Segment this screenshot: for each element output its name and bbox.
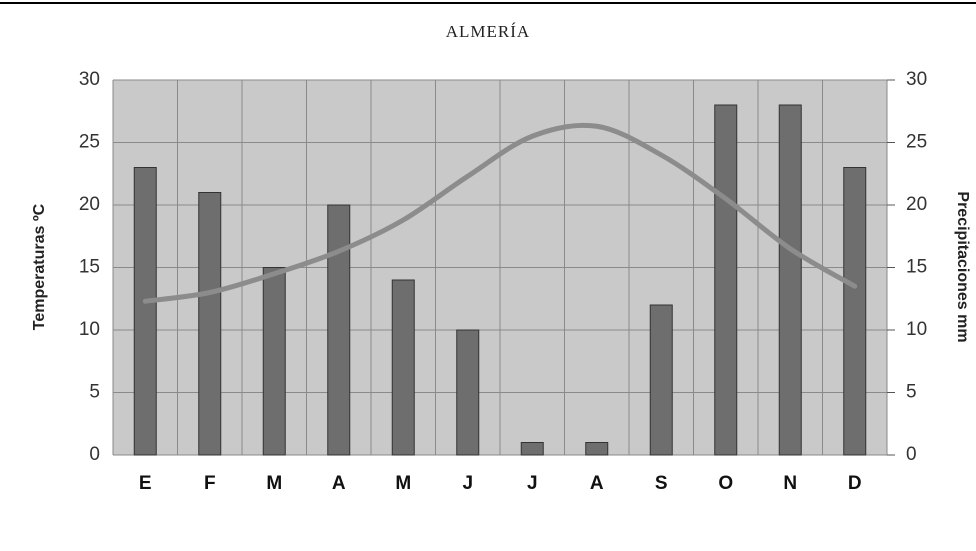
bar xyxy=(778,104,802,456)
y2-tick-label: 25 xyxy=(906,132,927,153)
x-tick-label: D xyxy=(848,473,862,494)
x-tick-label: E xyxy=(139,473,152,494)
bar xyxy=(585,442,609,456)
y2-tick-label: 10 xyxy=(906,319,927,340)
x-tick-label: A xyxy=(332,473,346,494)
bar xyxy=(843,167,867,456)
x-tick-label: J xyxy=(462,473,473,494)
bar xyxy=(133,167,157,456)
y-tick-label: 25 xyxy=(79,132,100,153)
x-tick-label: N xyxy=(783,473,797,494)
bar xyxy=(520,442,544,456)
y2-tick-label: 5 xyxy=(906,382,917,403)
y2-tick-label: 0 xyxy=(906,444,917,465)
bar xyxy=(649,304,673,456)
y-tick-label: 20 xyxy=(79,194,100,215)
y2-tick-label: 20 xyxy=(906,194,927,215)
y-tick-label: 5 xyxy=(89,382,100,403)
x-tick-label: J xyxy=(527,473,538,494)
bar xyxy=(198,192,222,456)
bar xyxy=(456,329,480,456)
y-tick-label: 0 xyxy=(89,444,100,465)
y2-tick-label: 30 xyxy=(906,69,927,90)
y-tick-label: 15 xyxy=(79,257,100,278)
bar xyxy=(391,279,415,456)
temperature-line xyxy=(142,122,858,304)
x-tick-label: M xyxy=(395,473,411,494)
bar xyxy=(262,267,286,456)
y-tick-label: 30 xyxy=(79,69,100,90)
y-axis-label: Temperaturas ºC xyxy=(31,203,48,330)
chart-title: ALMERÍA xyxy=(446,22,530,41)
x-tick-label: O xyxy=(718,473,733,494)
bar xyxy=(714,104,738,456)
y2-axis-label: Precipitaciones mm xyxy=(954,191,971,342)
x-tick-label: A xyxy=(590,473,604,494)
x-tick-label: S xyxy=(655,473,668,494)
x-tick-label: F xyxy=(204,473,216,494)
y-tick-label: 10 xyxy=(79,319,100,340)
x-tick-label: M xyxy=(266,473,282,494)
y2-tick-label: 15 xyxy=(906,257,927,278)
bar xyxy=(327,204,351,456)
